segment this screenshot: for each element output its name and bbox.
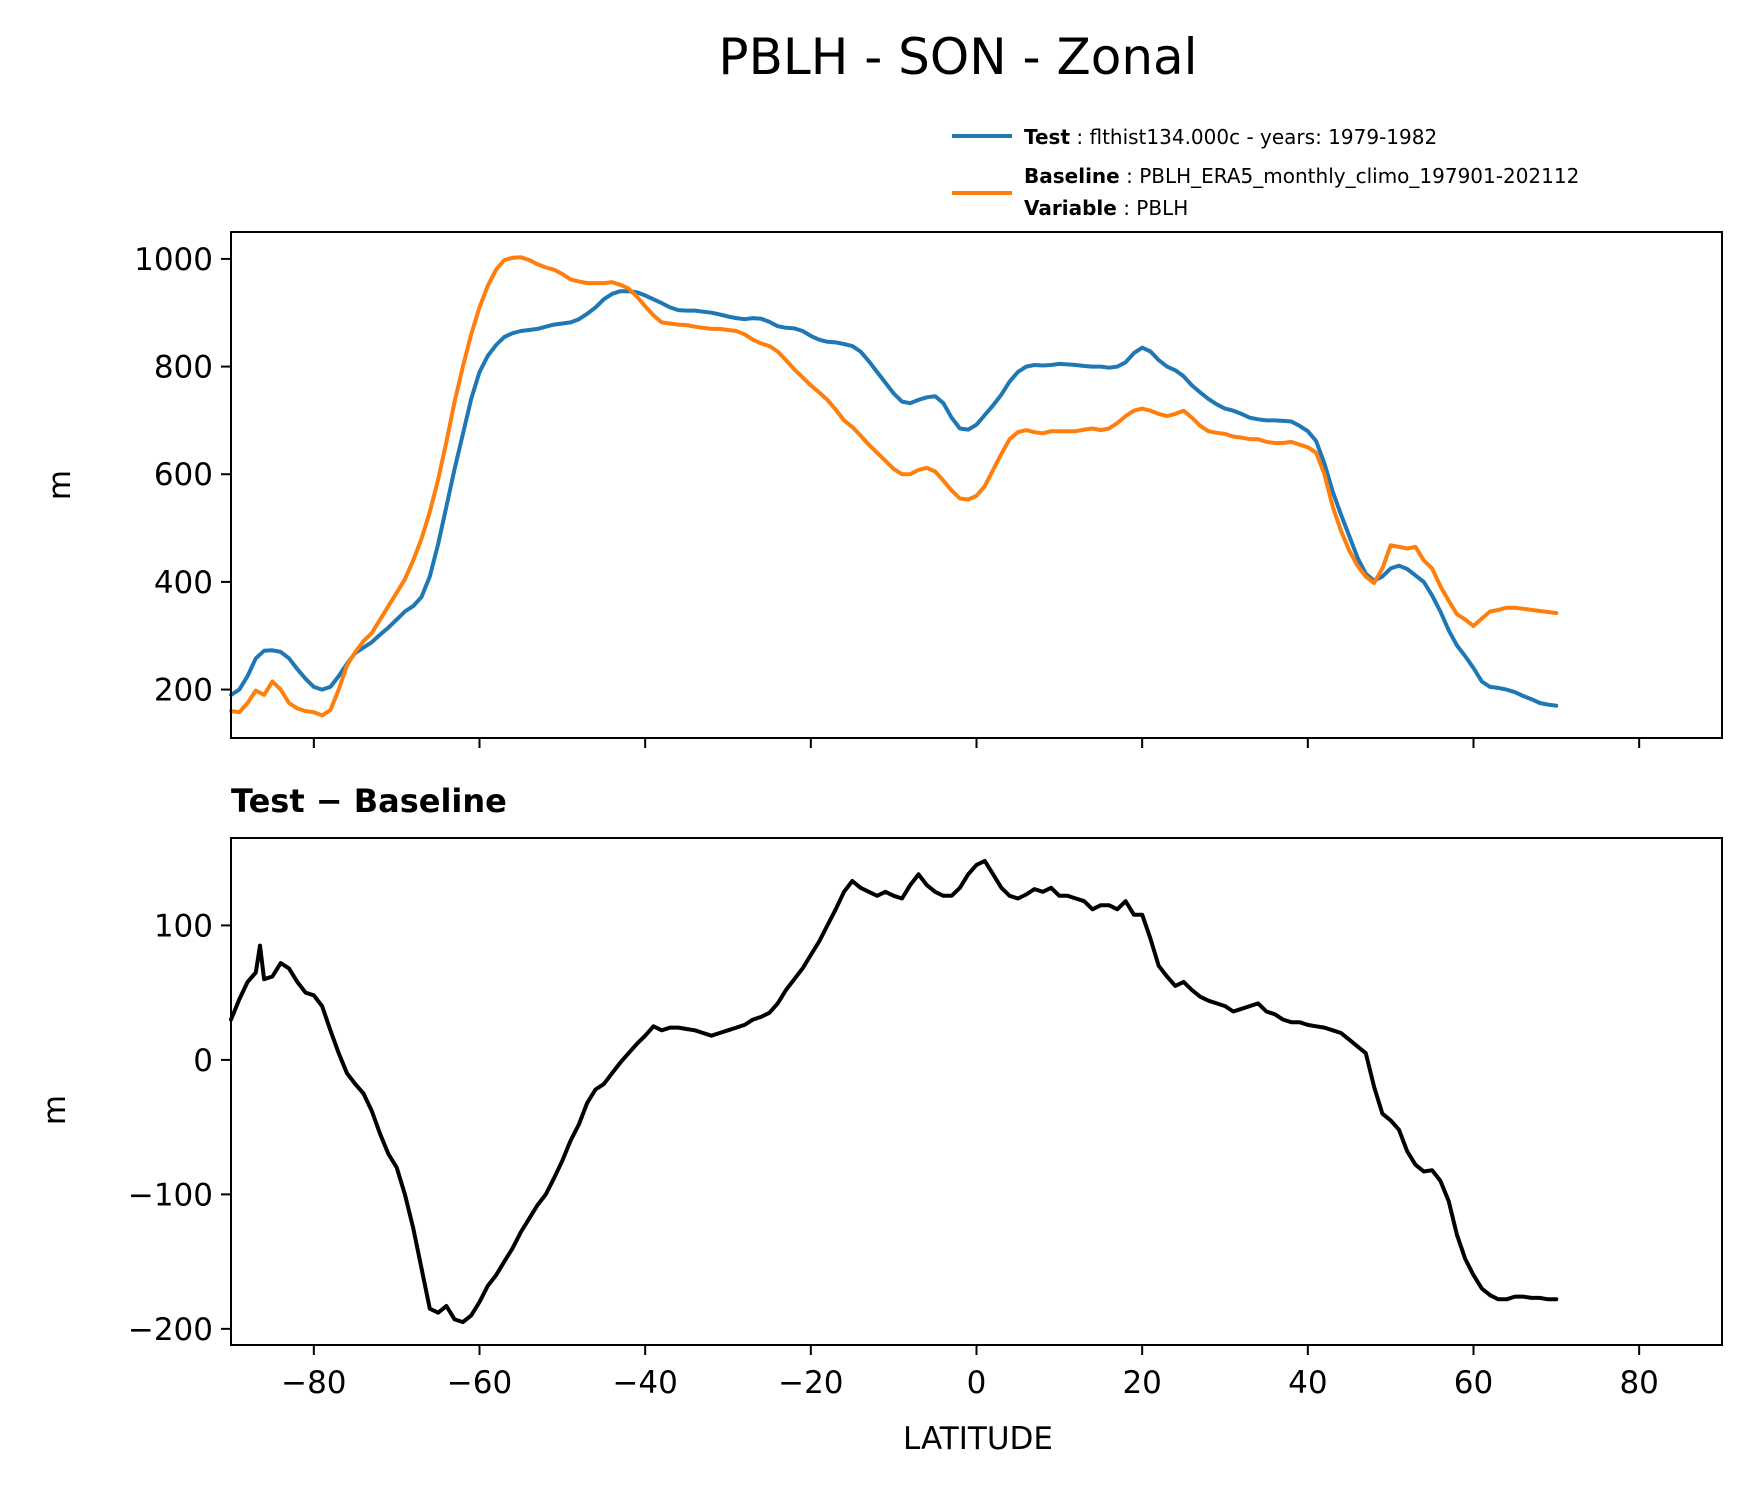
figure-title: PBLH - SON - Zonal xyxy=(718,28,1197,86)
bottom-panel-lines xyxy=(229,858,1559,1325)
top-series-line-test xyxy=(229,289,1559,708)
bottom-x-tick-label: −60 xyxy=(447,1365,512,1401)
legend-key-baseline: Baseline xyxy=(1024,164,1120,188)
bottom-panel-y-label: m xyxy=(37,1095,73,1125)
legend-value-test: flthist134.000c - years: 1979-1982 xyxy=(1089,125,1437,149)
bottom-y-tick-label: −200 xyxy=(128,1312,213,1348)
legend-entry-variable: Variable : PBLH xyxy=(1024,196,1188,220)
legend-key-variable: Variable xyxy=(1024,196,1117,220)
legend-sep-baseline: : xyxy=(1120,164,1139,188)
top-y-tick-label: 200 xyxy=(154,673,213,709)
top-y-tick-label: 800 xyxy=(154,350,213,386)
top-panel-y-label: m xyxy=(42,470,78,500)
legend-sep-test: : xyxy=(1070,125,1089,149)
bottom-x-tick-label: 40 xyxy=(1288,1365,1327,1401)
top-panel-lines xyxy=(229,255,1559,718)
top-series-line-baseline xyxy=(229,255,1559,718)
bottom-panel-x-ticks: −80 −60 −40 −20 0 20 40 60 80 xyxy=(281,1345,1659,1401)
top-panel-y-ticks: 200 400 600 800 1000 xyxy=(134,242,231,709)
top-panel: 200 400 600 800 1000 m xyxy=(42,231,1723,748)
bottom-panel-title: Test − Baseline xyxy=(231,782,507,820)
top-y-tick-label: 1000 xyxy=(134,242,213,278)
bottom-y-tick-label: 100 xyxy=(154,908,213,944)
top-panel-x-ticks xyxy=(312,738,1641,748)
bottom-x-tick-label: 60 xyxy=(1454,1365,1493,1401)
bottom-series-line-difference xyxy=(229,858,1559,1325)
legend-key-test: Test xyxy=(1024,125,1070,149)
legend-entry-test: Test : flthist134.000c - years: 1979-198… xyxy=(1024,125,1437,149)
bottom-x-tick-label: −40 xyxy=(612,1365,677,1401)
bottom-panel-frame xyxy=(230,837,1723,1346)
legend-sep-variable: : xyxy=(1117,196,1136,220)
bottom-x-tick-label: −20 xyxy=(778,1365,843,1401)
top-y-tick-label: 400 xyxy=(154,565,213,601)
legend: Test : flthist134.000c - years: 1979-198… xyxy=(952,125,1579,220)
bottom-x-tick-label: 0 xyxy=(967,1365,987,1401)
bottom-x-tick-label: 80 xyxy=(1619,1365,1658,1401)
bottom-panel-y-ticks: −200 −100 0 100 xyxy=(128,908,231,1348)
x-axis-label: LATITUDE xyxy=(903,1421,1053,1457)
legend-value-variable: PBLH xyxy=(1136,196,1188,220)
top-y-tick-label: 600 xyxy=(154,457,213,493)
bottom-y-tick-label: 0 xyxy=(193,1043,213,1079)
legend-value-baseline: PBLH_ERA5_monthly_climo_197901-202112 xyxy=(1139,164,1579,188)
bottom-y-tick-label: −100 xyxy=(128,1177,213,1213)
bottom-x-tick-label: 20 xyxy=(1122,1365,1161,1401)
legend-entry-baseline: Baseline : PBLH_ERA5_monthly_climo_19790… xyxy=(1024,164,1579,188)
top-panel-frame xyxy=(230,231,1723,739)
bottom-x-tick-label: −80 xyxy=(281,1365,346,1401)
